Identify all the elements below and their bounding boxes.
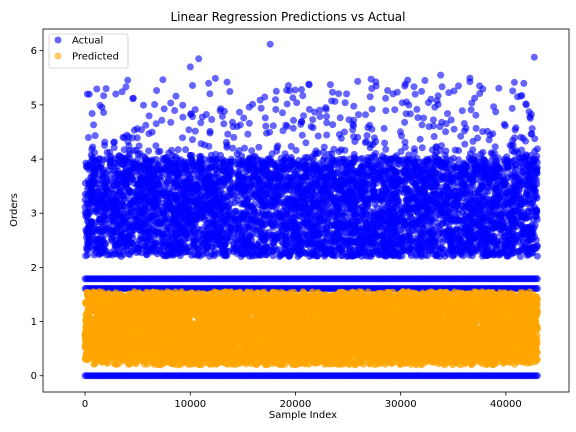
actual-point (105, 177, 113, 185)
actual-point (304, 163, 312, 171)
actual-point (396, 252, 403, 260)
actual-point (504, 203, 512, 211)
actual-point (461, 182, 469, 190)
actual-point (270, 223, 278, 231)
actual-point (363, 211, 371, 219)
actual-point (435, 223, 442, 230)
actual-point (533, 372, 541, 380)
actual-point (500, 223, 508, 231)
actual-point (464, 171, 472, 178)
actual-point (440, 216, 448, 224)
chart-title: Linear Regression Predictions vs Actual (170, 10, 405, 24)
actual-point (352, 210, 360, 218)
actual-point (533, 275, 541, 283)
actual-point (407, 252, 415, 259)
points-layer (81, 40, 541, 380)
actual-point (533, 176, 540, 184)
actual-point (533, 285, 541, 292)
actual-point (294, 253, 302, 260)
actual-point (372, 247, 380, 255)
